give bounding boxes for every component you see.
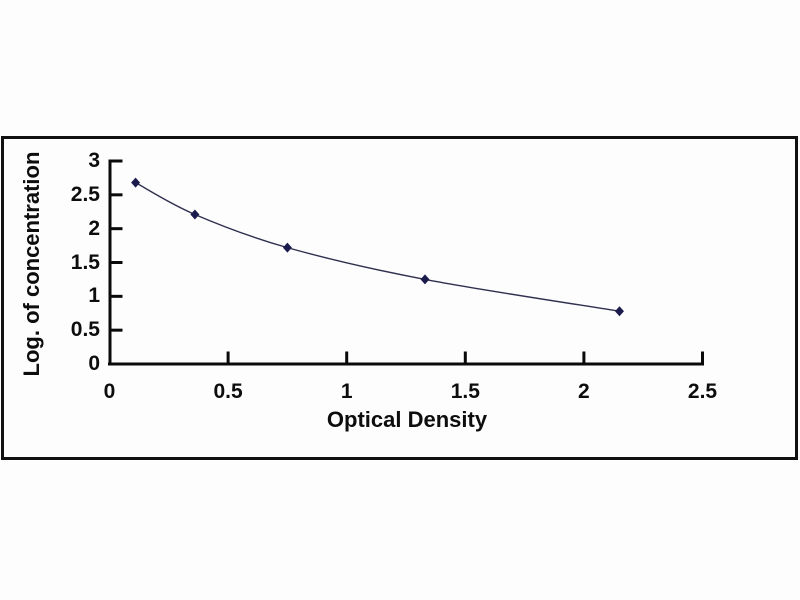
x-tick-label: 0.5 [213,380,243,403]
y-tick-label: 1.5 [70,250,100,274]
x-tick-label: 0 [103,380,116,403]
x-axis-title: Optical Density [326,407,488,432]
data-point-marker [282,242,292,253]
data-point-marker [614,306,624,317]
y-tick-label: 3 [88,149,100,172]
data-point-marker [420,274,430,285]
y-tick-label: 2 [88,216,100,240]
y-axis-title: Log. of concentration [19,151,44,377]
x-tick-label: 2 [578,380,590,403]
data-point-marker [131,177,141,188]
x-tick-label: 1.5 [450,380,480,403]
data-point-marker [190,209,200,220]
x-tick-label: 2.5 [687,380,718,403]
y-tick-label: 2.5 [70,182,100,206]
curve-line [135,182,620,312]
y-tick-label: 0.5 [70,318,100,342]
y-tick-label: 0 [88,352,100,375]
y-tick-label: 1 [88,284,100,308]
x-tick-label: 1 [340,380,353,403]
chart-frame [1,136,798,460]
